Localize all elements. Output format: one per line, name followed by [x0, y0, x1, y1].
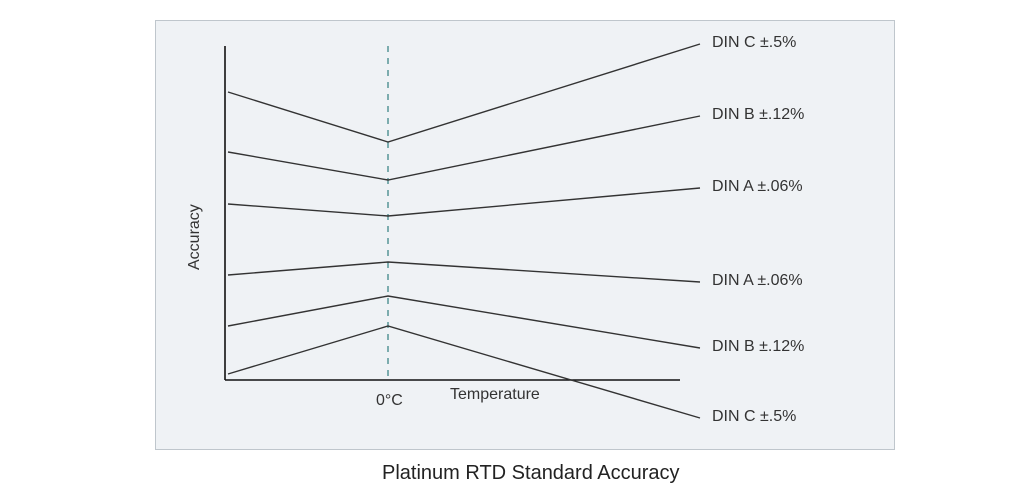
- series-label-din-b-upper: DIN B ±.12%: [712, 106, 804, 124]
- series-line-din-c-lower: [228, 326, 700, 418]
- chart-svg: [0, 0, 1024, 500]
- series-label-din-a-upper: DIN A ±.06%: [712, 178, 803, 196]
- series-line-din-a-lower: [228, 262, 700, 282]
- series-label-din-a-lower: DIN A ±.06%: [712, 272, 803, 290]
- chart-caption: Platinum RTD Standard Accuracy: [382, 462, 680, 485]
- y-axis-label: Accuracy: [186, 204, 204, 270]
- series-label-din-c-lower: DIN C ±.5%: [712, 408, 796, 426]
- x-axis-label: Temperature: [450, 386, 540, 404]
- chart-container: Accuracy Temperature 0°C DIN C ±.5% DIN B…: [0, 0, 1024, 500]
- series-line-din-b-upper: [228, 116, 700, 180]
- series-label-din-b-lower: DIN B ±.12%: [712, 338, 804, 356]
- zero-degree-label: 0°C: [376, 392, 403, 410]
- series-line-din-c-upper: [228, 44, 700, 142]
- series-line-din-a-upper: [228, 188, 700, 216]
- series-line-din-b-lower: [228, 296, 700, 348]
- series-label-din-c-upper: DIN C ±.5%: [712, 34, 796, 52]
